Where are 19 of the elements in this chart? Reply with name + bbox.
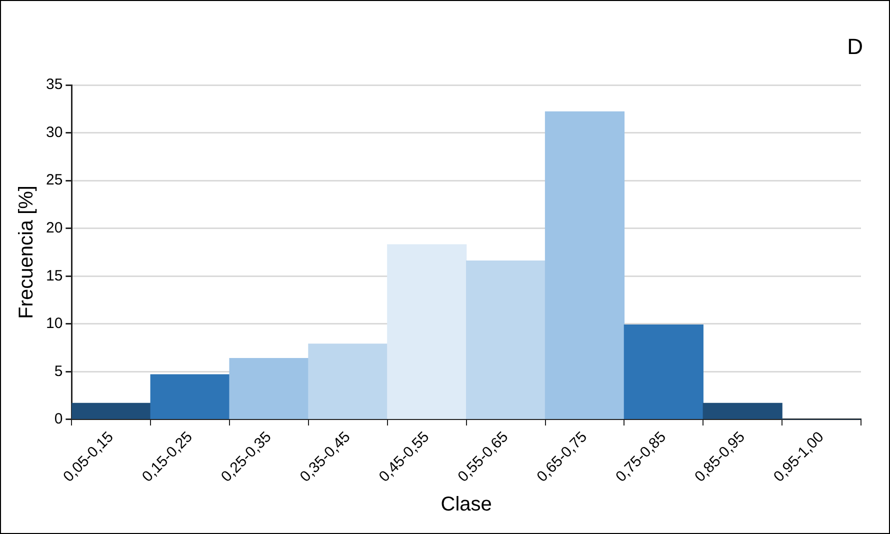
bar xyxy=(466,260,546,420)
bar xyxy=(229,358,309,420)
y-tick-label: 10 xyxy=(46,315,63,332)
bar xyxy=(308,344,388,420)
y-tick-label: 25 xyxy=(46,172,63,189)
bar xyxy=(544,111,625,420)
y-tick-label: 35 xyxy=(46,76,63,94)
y-tick-label: 20 xyxy=(46,219,63,236)
bar xyxy=(150,374,230,420)
bar xyxy=(624,324,704,420)
y-tick-label: 15 xyxy=(46,267,63,284)
bar xyxy=(72,402,151,420)
y-tick-label: 0 xyxy=(54,410,63,428)
x-axis-title: Clase xyxy=(440,494,492,516)
y-tick-label: 5 xyxy=(54,362,63,380)
bar xyxy=(387,244,467,420)
text: D xyxy=(847,34,863,60)
y-tick-label: 30 xyxy=(46,124,63,141)
y-axis-title: Frecuencia [%] xyxy=(16,186,38,319)
